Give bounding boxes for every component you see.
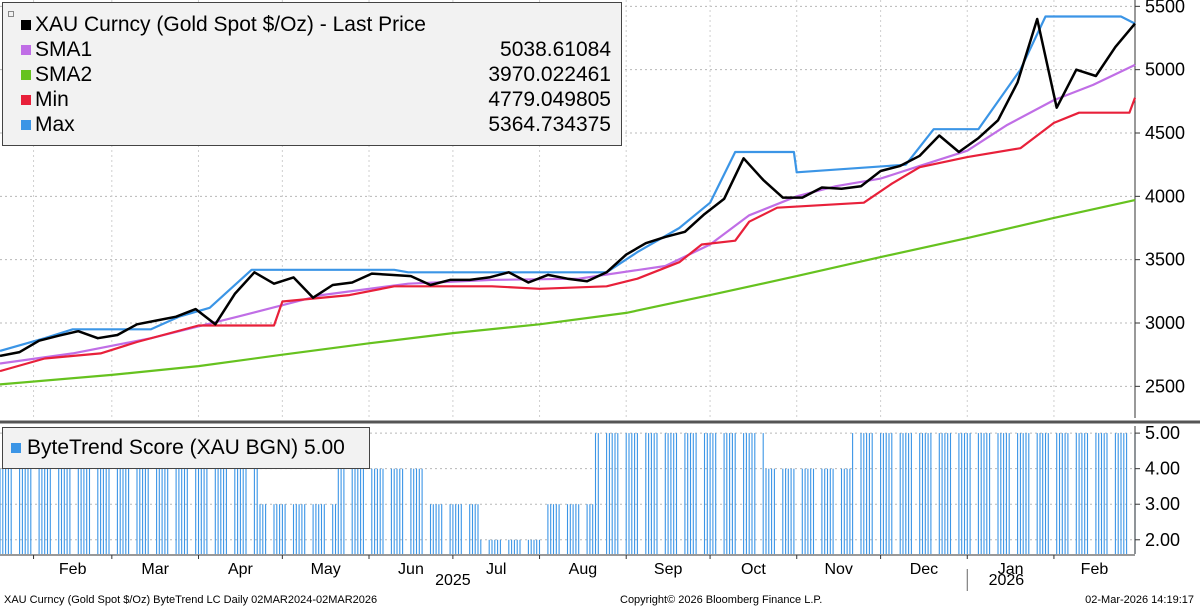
x-month-label: Feb xyxy=(59,561,87,578)
price-legend: XAU Curncy (Gold Spot $/Oz) - Last Price… xyxy=(2,2,622,146)
footer-copyright: Copyright© 2026 Bloomberg Finance L.P. xyxy=(620,594,823,606)
legend-row-sma2: SMA2 3970.022461 xyxy=(3,63,621,87)
footer-timestamp: 02-Mar-2026 14:19:17 xyxy=(1085,594,1194,606)
score-y-axis: 2.00 3.00 4.00 5.00 xyxy=(1134,423,1180,554)
x-month-label: Jun xyxy=(398,561,424,578)
price-y-tick-label: 5500 xyxy=(1145,0,1185,16)
score-bars-group xyxy=(0,433,1136,554)
score-legend: ByteTrend Score (XAU BGN) 5.00 xyxy=(2,427,370,469)
legend-value-sma1: 5038.61084 xyxy=(500,38,611,61)
price-y-tick-label: 4500 xyxy=(1145,123,1185,143)
price-series-group xyxy=(0,15,1137,386)
x-month-label: Nov xyxy=(824,561,852,578)
score-y-tick-label: 3.00 xyxy=(1145,494,1180,514)
price-y-tick-label: 3500 xyxy=(1145,250,1185,270)
series-line-min xyxy=(0,97,1137,373)
series-line-sma1 xyxy=(0,63,1136,365)
price-y-tick-label: 4000 xyxy=(1145,186,1185,206)
price-y-tick-label: 5000 xyxy=(1145,60,1185,80)
legend-grip-icon[interactable] xyxy=(8,11,14,17)
legend-label-sma2: SMA2 xyxy=(35,63,93,86)
legend-row-min: Min 4779.049805 xyxy=(3,88,621,112)
price-y-tick-label: 3000 xyxy=(1145,313,1185,333)
score-y-tick-label: 2.00 xyxy=(1145,530,1180,550)
x-month-label: Oct xyxy=(741,561,766,578)
x-month-label: Mar xyxy=(141,561,169,578)
series-line-max xyxy=(0,15,1136,352)
legend-row-sma1: SMA1 5038.61084 xyxy=(3,38,621,62)
legend-swatch-min xyxy=(21,95,31,105)
legend-value-max: 5364.734375 xyxy=(488,113,611,136)
legend-label-last-price: XAU Curncy (Gold Spot $/Oz) - Last Price xyxy=(35,13,426,36)
legend-value-min: 4779.049805 xyxy=(488,88,611,111)
legend-swatch-max xyxy=(21,120,31,130)
score-legend-label: ByteTrend Score (XAU BGN) 5.00 xyxy=(27,436,345,459)
x-month-label: Feb xyxy=(1081,561,1109,578)
footer-left-text: XAU Curncy (Gold Spot $/Oz) ByteTrend LC… xyxy=(4,594,378,606)
x-month-label: Jan xyxy=(998,561,1024,578)
legend-swatch-last-price xyxy=(21,20,31,30)
x-month-label: Apr xyxy=(228,561,254,578)
price-y-tick-label: 2500 xyxy=(1145,376,1185,396)
x-month-label: Jul xyxy=(486,561,506,578)
score-panel-grid xyxy=(0,432,1135,541)
legend-label-max: Max xyxy=(35,113,75,136)
score-y-tick-label: 4.00 xyxy=(1145,459,1180,479)
x-month-label: May xyxy=(311,561,341,578)
legend-row-max: Max 5364.734375 xyxy=(3,113,621,137)
x-month-label: Aug xyxy=(569,561,597,578)
time-x-axis: Feb Mar Apr May Jun Jul Aug Sep Oct Nov Dec Jan Feb 2… xyxy=(0,554,1135,591)
legend-label-min: Min xyxy=(35,88,69,111)
legend-swatch-sma1 xyxy=(21,45,31,55)
score-y-tick-label: 5.00 xyxy=(1145,423,1180,443)
score-legend-swatch xyxy=(11,443,21,453)
legend-label-sma1: SMA1 xyxy=(35,38,93,61)
price-panel-grid xyxy=(0,0,1135,418)
x-month-label: Dec xyxy=(910,561,938,578)
x-year-label: 2025 xyxy=(435,572,471,589)
price-y-axis: 2500 3000 3500 4000 4500 5000 5500 xyxy=(1134,0,1185,418)
legend-swatch-sma2 xyxy=(21,70,31,80)
x-month-label: Sep xyxy=(654,561,683,578)
series-line-sma2 xyxy=(0,199,1136,386)
legend-row-last-price: XAU Curncy (Gold Spot $/Oz) - Last Price xyxy=(3,13,621,37)
series-line-last-price xyxy=(0,17,1136,358)
legend-value-sma2: 3970.022461 xyxy=(488,63,611,86)
x-year-label: 2026 xyxy=(989,572,1025,589)
